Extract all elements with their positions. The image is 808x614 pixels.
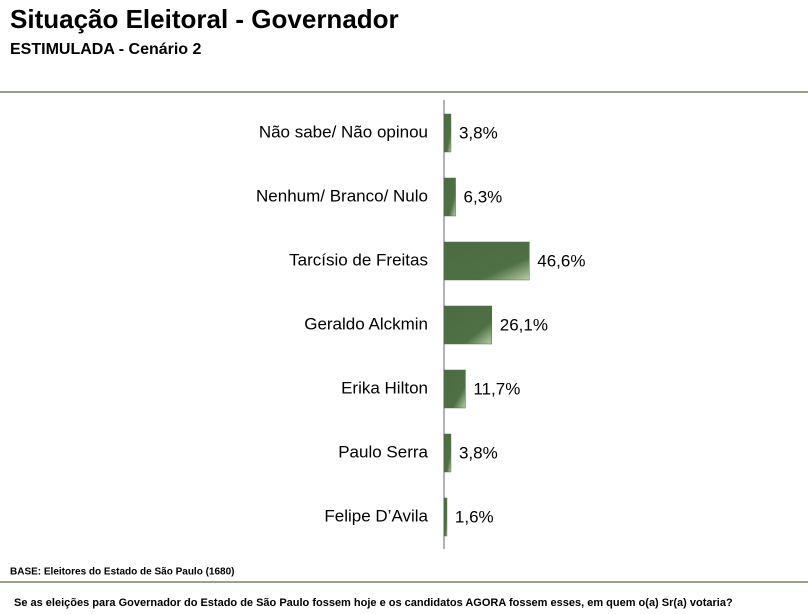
value-label: 1,6% xyxy=(455,507,494,526)
chart-subtitle: ESTIMULADA - Cenário 2 xyxy=(10,41,202,58)
bar xyxy=(443,177,456,217)
value-label: 26,1% xyxy=(500,315,548,334)
bar xyxy=(443,433,452,473)
base-note: BASE: Eleitores do Estado de São Paulo (… xyxy=(10,567,235,578)
question: Se as eleições para Governador do Estado… xyxy=(14,597,733,609)
value-label: 3,8% xyxy=(459,443,498,462)
category-label: Nenhum/ Branco/ Nulo xyxy=(256,186,428,205)
bar xyxy=(443,241,530,281)
value-label: 6,3% xyxy=(464,187,503,206)
category-label: Paulo Serra xyxy=(338,442,428,461)
bar xyxy=(443,497,448,537)
bar xyxy=(443,369,466,409)
category-label: Felipe D’Avila xyxy=(324,506,428,525)
category-label: Não sabe/ Não opinou xyxy=(259,122,428,141)
bar xyxy=(443,113,452,153)
bar xyxy=(443,305,493,345)
value-label: 46,6% xyxy=(537,251,585,270)
chart-title: Situação Eleitoral - Governador xyxy=(10,4,399,34)
value-label: 3,8% xyxy=(459,123,498,142)
value-label: 11,7% xyxy=(473,379,520,398)
category-label: Erika Hilton xyxy=(341,378,428,397)
category-label: Geraldo Alckmin xyxy=(304,314,428,333)
category-label: Tarcísio de Freitas xyxy=(289,250,428,269)
